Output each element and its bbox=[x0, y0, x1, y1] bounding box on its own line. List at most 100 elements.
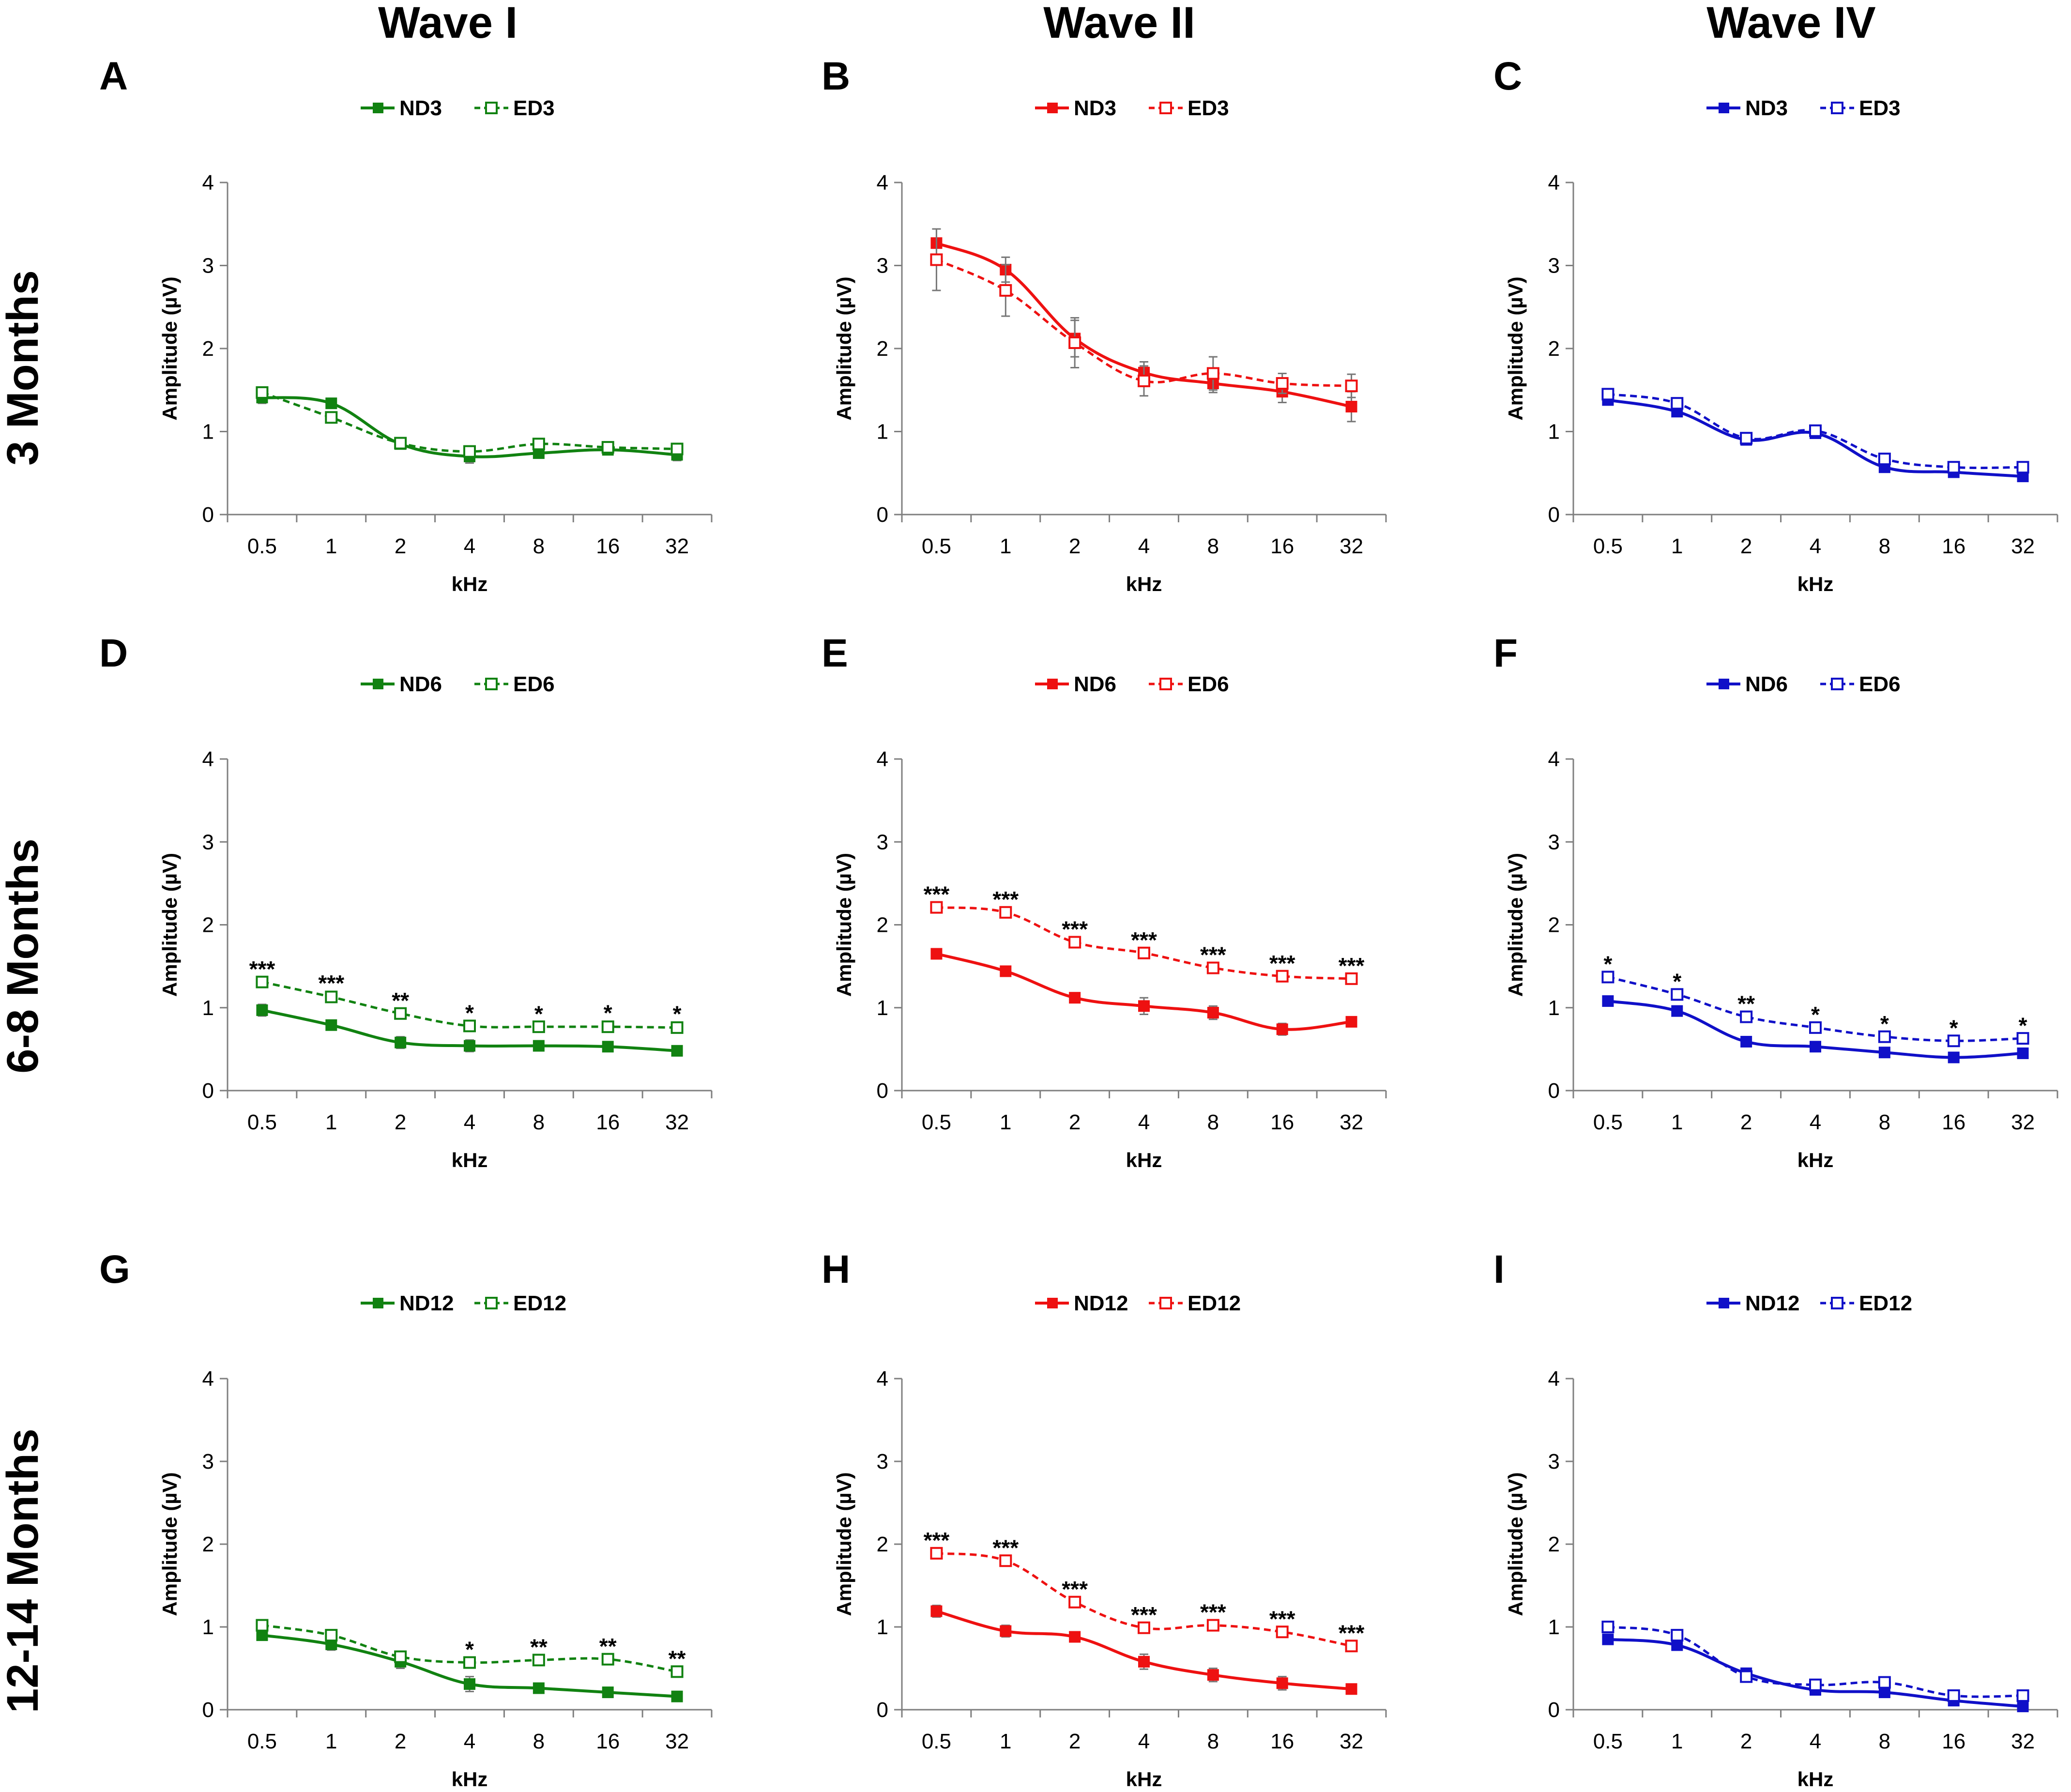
x-tick-label: 1 bbox=[325, 534, 337, 558]
chart-panel-b: B ND3 ED3 0 1 2 3 4 0.5 1 2 4 8 16 32 kHz Amplitude (µV) bbox=[822, 54, 1387, 595]
x-axis-label: kHz bbox=[452, 1768, 488, 1791]
significance-marker: ** bbox=[1737, 991, 1755, 1017]
x-tick-label: 16 bbox=[1942, 1730, 1965, 1753]
x-tick-label: 2 bbox=[395, 1110, 406, 1134]
data-point-ed6 bbox=[1345, 972, 1358, 985]
data-point-ed3 bbox=[1878, 453, 1891, 466]
legend-marker-ed3 bbox=[1831, 102, 1843, 114]
x-tick-label: 8 bbox=[1207, 1730, 1219, 1753]
legend-marker-ed6 bbox=[1159, 678, 1172, 690]
chart-panel-i: I ND12 ED12 0 1 2 3 4 0.5 1 2 4 8 16 32 kHz Amplitude (µ… bbox=[1493, 1247, 2058, 1791]
series-nd12 bbox=[1602, 1633, 2029, 1713]
panel-letter: F bbox=[1493, 631, 1518, 675]
x-tick-label: 0.5 bbox=[922, 1730, 951, 1753]
y-tick-label: 3 bbox=[1548, 1450, 1560, 1473]
row-title-3-months: 3 Months bbox=[0, 270, 47, 466]
significance-marker: * bbox=[604, 1001, 612, 1026]
significance-marker: *** bbox=[1200, 1600, 1226, 1625]
y-tick-label: 0 bbox=[877, 503, 888, 527]
x-tick-label: 32 bbox=[2011, 1110, 2035, 1134]
x-tick-label: 4 bbox=[464, 534, 475, 558]
y-tick-label: 4 bbox=[877, 171, 888, 195]
x-tick-label: 8 bbox=[1879, 1110, 1890, 1134]
y-tick-label: 3 bbox=[1548, 254, 1560, 278]
y-tick-label: 3 bbox=[877, 830, 888, 854]
data-point-ed6 bbox=[601, 1020, 614, 1033]
series-nd6 bbox=[256, 1003, 683, 1057]
x-tick-label: 1 bbox=[325, 1730, 337, 1753]
x-axis-label: kHz bbox=[1126, 573, 1162, 595]
x-tick-label: 2 bbox=[395, 534, 406, 558]
series-ed12 bbox=[256, 1619, 684, 1678]
data-point-nd6 bbox=[395, 1036, 407, 1048]
x-tick-label: 16 bbox=[1942, 534, 1965, 558]
y-tick-label: 0 bbox=[202, 1698, 214, 1722]
y-axis-label: Amplitude (µV) bbox=[158, 1472, 181, 1616]
x-tick-label: 8 bbox=[1207, 1110, 1219, 1134]
data-point-ed6 bbox=[1740, 1010, 1753, 1023]
data-point-nd12 bbox=[602, 1686, 614, 1699]
series-nd6 bbox=[930, 948, 1357, 1036]
x-axis-label: kHz bbox=[1797, 573, 1834, 595]
data-point-ed3 bbox=[670, 442, 684, 456]
legend-label-ed6: ED6 bbox=[1859, 672, 1901, 696]
x-tick-label: 8 bbox=[533, 1110, 545, 1134]
x-tick-label: 2 bbox=[1740, 1110, 1752, 1134]
legend-label-nd6: ND6 bbox=[1745, 672, 1788, 696]
series-ed12 bbox=[1601, 1621, 2029, 1702]
chart-panel-h: H ND12 ED12 0 1 2 3 4 0.5 1 2 4 8 16 32 kHz Amplitude (µ… bbox=[822, 1247, 1387, 1791]
data-point-ed3 bbox=[1947, 461, 1960, 474]
data-point-ed6 bbox=[670, 1021, 684, 1034]
significance-marker: ** bbox=[392, 988, 409, 1013]
y-tick-label: 4 bbox=[1548, 747, 1560, 771]
data-point-ed6 bbox=[1947, 1034, 1960, 1048]
x-tick-label: 16 bbox=[1270, 534, 1294, 558]
x-tick-label: 8 bbox=[1879, 534, 1890, 558]
y-tick-label: 2 bbox=[202, 1533, 214, 1556]
legend-label-nd3: ND3 bbox=[1074, 96, 1116, 120]
legend-label-nd12: ND12 bbox=[1745, 1291, 1800, 1315]
data-point-ed6 bbox=[1276, 970, 1289, 983]
significance-marker: *** bbox=[1200, 942, 1226, 968]
y-tick-label: 1 bbox=[1548, 1615, 1560, 1639]
row-title-12-14-months: 12-14 Months bbox=[0, 1428, 47, 1713]
data-point-nd6 bbox=[1345, 1016, 1357, 1028]
data-point-ed3 bbox=[532, 438, 545, 451]
significance-marker: ** bbox=[599, 1634, 617, 1659]
data-point-ed6 bbox=[2016, 1032, 2029, 1045]
x-tick-label: 32 bbox=[1340, 1730, 1363, 1753]
data-point-nd6 bbox=[1878, 1047, 1890, 1059]
x-axis-label: kHz bbox=[1126, 1768, 1162, 1791]
chart-panel-d: D ND6 ED6 0 1 2 3 4 0.5 1 2 4 8 16 32 kHz Amplitude (µV)… bbox=[99, 631, 713, 1171]
x-tick-label: 32 bbox=[2011, 534, 2035, 558]
data-point-ed6 bbox=[1878, 1030, 1891, 1043]
data-point-ed12 bbox=[1206, 1619, 1219, 1632]
y-tick-label: 0 bbox=[1548, 1079, 1560, 1103]
y-tick-label: 2 bbox=[202, 337, 214, 361]
y-tick-label: 4 bbox=[1548, 1367, 1560, 1391]
data-point-ed12 bbox=[999, 1554, 1012, 1567]
data-point-ed12 bbox=[256, 1619, 269, 1632]
x-tick-label: 4 bbox=[1810, 1730, 1821, 1753]
legend-marker-ed12 bbox=[485, 1297, 498, 1309]
significance-marker: *** bbox=[1269, 1606, 1295, 1631]
x-tick-label: 8 bbox=[1879, 1730, 1890, 1753]
significance-marker: * bbox=[1673, 969, 1681, 994]
y-tick-label: 3 bbox=[202, 1450, 214, 1473]
y-tick-label: 2 bbox=[1548, 913, 1560, 937]
data-point-ed3 bbox=[601, 441, 614, 454]
data-point-ed12 bbox=[930, 1547, 943, 1560]
x-tick-label: 0.5 bbox=[1593, 534, 1623, 558]
x-tick-label: 1 bbox=[1671, 1730, 1683, 1753]
legend-marker-ed12 bbox=[1831, 1297, 1843, 1309]
y-axis-label: Amplitude (µV) bbox=[158, 853, 181, 997]
data-point-ed12 bbox=[1809, 1678, 1822, 1691]
data-point-nd6 bbox=[1740, 1035, 1752, 1048]
data-point-nd6 bbox=[602, 1041, 614, 1053]
data-point-nd12 bbox=[533, 1682, 545, 1694]
data-point-nd6 bbox=[1602, 995, 1614, 1007]
legend-label-ed12: ED12 bbox=[1188, 1291, 1241, 1315]
series-nd12 bbox=[930, 1605, 1357, 1695]
column-title-wave-4: Wave IV bbox=[1706, 0, 1875, 47]
